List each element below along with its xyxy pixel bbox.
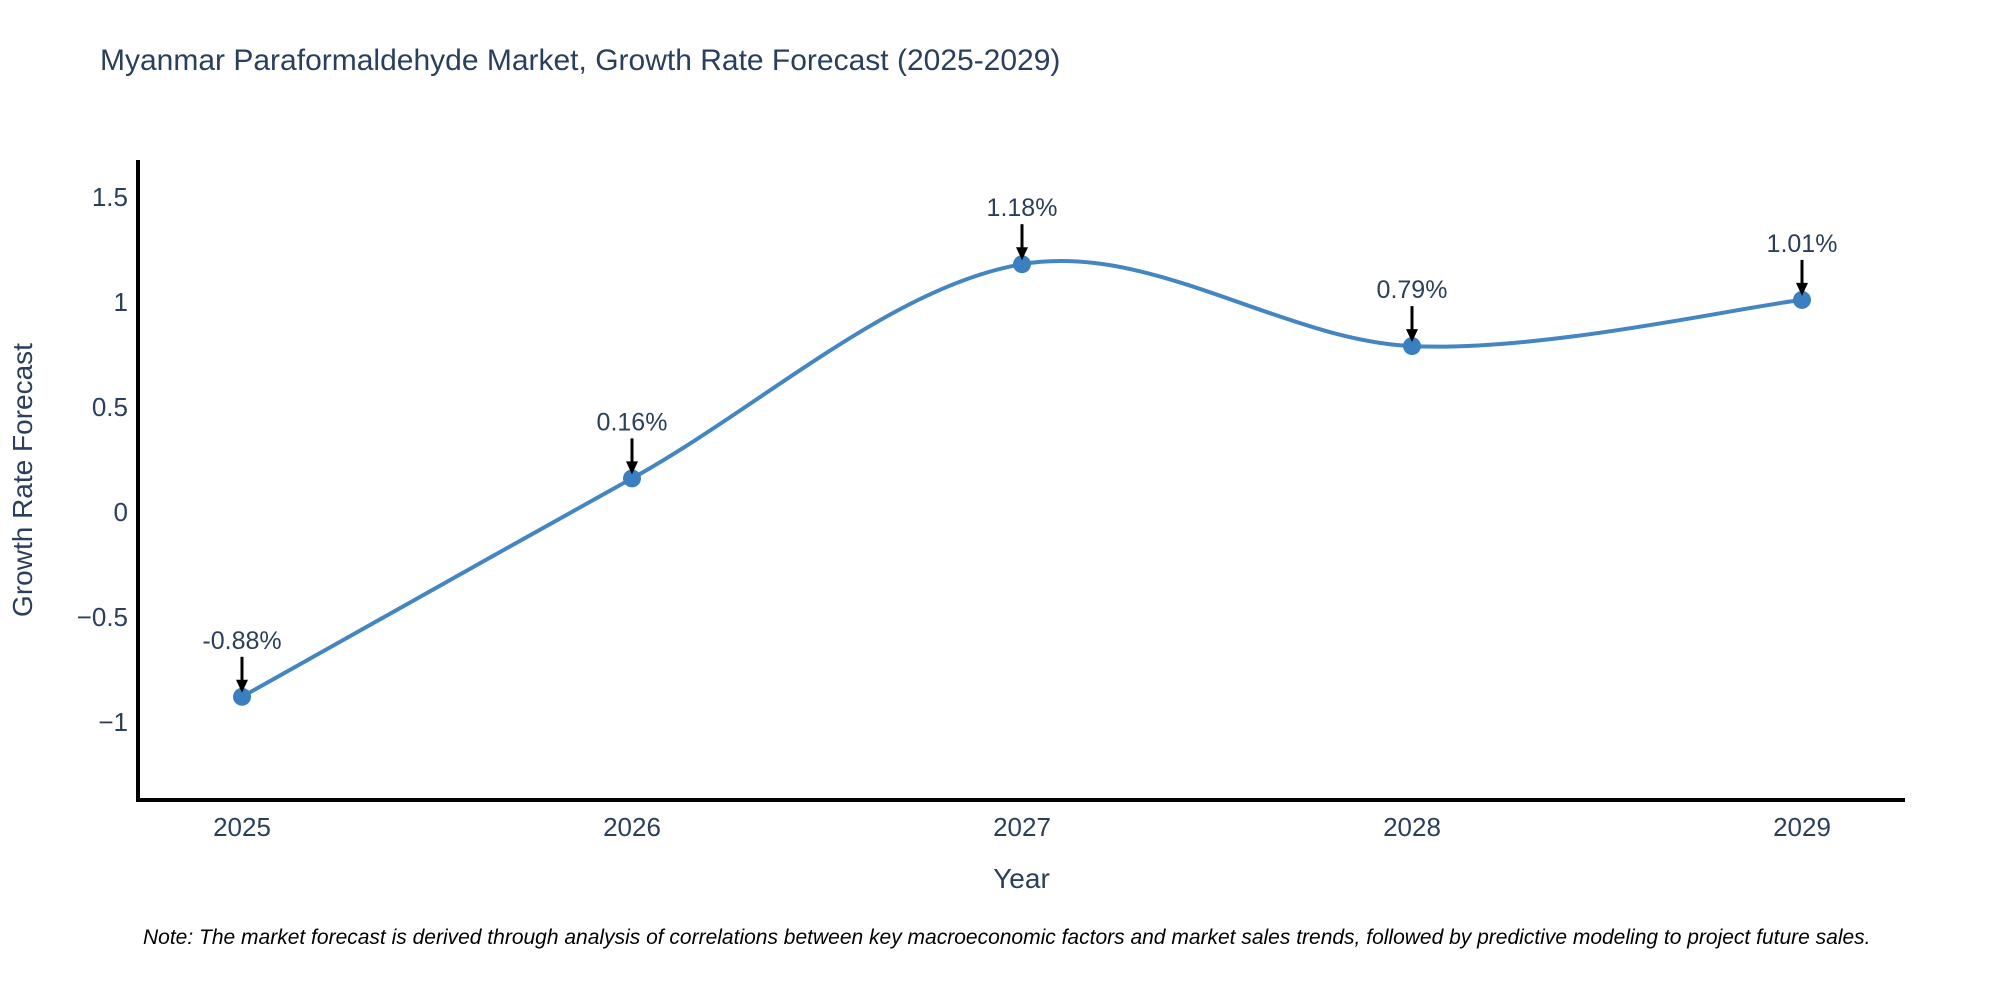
data-point — [1013, 255, 1031, 274]
y-tick-label: 1.5 — [92, 182, 128, 212]
footnote: Note: The market forecast is derived thr… — [143, 926, 1871, 949]
x-tick-label: 2028 — [1383, 812, 1441, 842]
x-tick-label: 2025 — [213, 812, 271, 842]
annotation-arrowhead — [626, 461, 638, 475]
point-annotation: 1.18% — [987, 194, 1058, 222]
x-tick-label: 2029 — [1773, 812, 1831, 842]
data-point — [1793, 290, 1811, 309]
point-annotation: 0.16% — [597, 408, 668, 436]
annotation-arrowhead — [1406, 329, 1418, 343]
data-point — [1403, 337, 1421, 356]
annotation-arrowhead — [1796, 282, 1808, 296]
x-tick-label: 2027 — [993, 812, 1051, 842]
data-point — [623, 469, 641, 488]
x-tick-label: 2026 — [603, 812, 661, 842]
y-tick-label: −1 — [98, 707, 128, 737]
point-annotation: -0.88% — [202, 627, 281, 655]
data-point — [233, 687, 251, 706]
y-tick-label: 0.5 — [92, 392, 128, 422]
y-tick-label: 0 — [114, 497, 128, 527]
y-axis-title: Growth Rate Forecast — [7, 343, 38, 617]
x-axis-title: Year — [993, 863, 1050, 894]
point-annotation: 0.79% — [1377, 276, 1448, 304]
series-line — [240, 258, 1804, 699]
axis-lines — [136, 160, 1905, 802]
y-tick-label: 1 — [114, 287, 128, 317]
y-tick-label: −0.5 — [77, 602, 128, 632]
point-annotation: 1.01% — [1767, 230, 1838, 258]
chart-title: Myanmar Paraformaldehyde Market, Growth … — [100, 44, 1061, 77]
annotation-arrowhead — [236, 679, 248, 693]
annotation-arrowhead — [1016, 247, 1028, 261]
